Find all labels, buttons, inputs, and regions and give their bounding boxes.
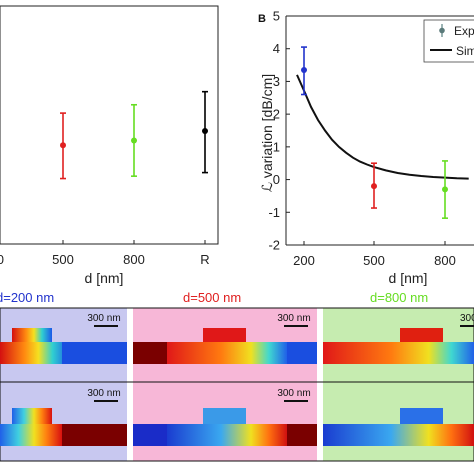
- right-y-tick-label: -1: [268, 205, 280, 220]
- scale-bar-3: 300 nm: [87, 388, 121, 402]
- panel-label-d800: d=800 nm: [370, 290, 428, 305]
- scale-bar-1: 300 nm: [87, 313, 121, 327]
- panel-frame: [0, 307, 474, 462]
- panel-label-d500: d=500 nm: [183, 290, 241, 305]
- right-point-marker: [301, 66, 307, 73]
- legend-exp-label: Exp: [454, 24, 474, 38]
- waveguide-top-d800: [323, 328, 474, 364]
- waveguide-top-d500: [133, 328, 317, 364]
- right-chart-x-tick-labels: 200 500 800: [293, 253, 456, 268]
- right-x-tick-label: 500: [363, 253, 385, 268]
- left-point-R: [202, 90, 208, 174]
- left-point-marker: [202, 127, 208, 134]
- panel-label-d200: d=200 nm: [0, 290, 54, 305]
- left-point-800: [131, 103, 137, 177]
- right-point-marker: [442, 186, 448, 193]
- scale-bar-4: 300 nm: [277, 388, 311, 402]
- right-y-tick-label: 1: [273, 139, 280, 154]
- right-point-500: [371, 162, 377, 209]
- right-y-tick-label: 4: [273, 41, 280, 56]
- legend: Exp Sim: [423, 19, 474, 63]
- right-chart-y-tick-labels: -2 -1 0 1 2 3 4 5: [268, 9, 280, 253]
- right-point-200: [301, 46, 307, 96]
- svg-text:300: 300: [460, 313, 474, 324]
- right-x-tick-label: 800: [434, 253, 456, 268]
- right-y-tick-label: 0: [273, 172, 280, 187]
- field-panels: d=200 nm d=500 nm d=800 nm: [0, 290, 474, 462]
- left-chart-tick-labels: 0 500 800 R: [0, 252, 210, 267]
- svg-text:300 nm: 300 nm: [87, 388, 120, 399]
- right-y-tick-label: 2: [273, 107, 280, 122]
- left-chart: 0 500 800 R d [nm]: [0, 5, 219, 286]
- svg-text:300 nm: 300 nm: [277, 313, 310, 324]
- svg-text:300 nm: 300 nm: [277, 388, 310, 399]
- right-chart-xlabel: d [nm]: [389, 270, 428, 286]
- right-point-marker: [371, 183, 377, 190]
- waveguide-top-d200: [0, 328, 127, 364]
- right-x-tick-label: 200: [293, 253, 315, 268]
- left-point-marker: [60, 142, 66, 149]
- right-y-tick-label: 5: [273, 9, 280, 24]
- right-y-tick-label: 3: [273, 74, 280, 89]
- legend-sim-label: Sim: [456, 44, 474, 58]
- waveguide-bottom-d800: [323, 408, 474, 446]
- waveguide-bottom-d200: [0, 408, 127, 446]
- sim-curve-line: [296, 74, 469, 180]
- scale-bar-5: 300: [460, 313, 474, 327]
- left-point-500: [60, 112, 66, 180]
- left-x-tick-label: R: [200, 252, 209, 267]
- right-chart-ylabel: ℒ variation [dB/cm]: [259, 74, 275, 192]
- right-chart: B -2 -1 0 1 2 3 4 5 200 500 800 ℒ variation [dB/c…: [258, 9, 474, 286]
- scale-bar-2: 300 nm: [277, 313, 311, 327]
- left-plot-frame: [0, 5, 219, 245]
- right-point-800: [442, 160, 448, 219]
- svg-text:300 nm: 300 nm: [87, 313, 120, 324]
- left-x-tick-label: 500: [52, 252, 74, 267]
- left-point-marker: [131, 137, 137, 144]
- legend-box: [423, 19, 474, 63]
- right-chart-axes: [285, 15, 474, 246]
- left-chart-axes: [0, 5, 219, 245]
- panel-label-b: B: [258, 13, 266, 25]
- left-x-tick-label: 0: [0, 252, 4, 267]
- legend-exp-marker: [439, 27, 445, 34]
- right-y-tick-label: -2: [268, 238, 280, 253]
- left-x-tick-label: 800: [123, 252, 145, 267]
- left-chart-xlabel: d [nm]: [85, 270, 124, 286]
- right-chart-points: [301, 46, 448, 219]
- left-chart-points: [60, 90, 208, 180]
- waveguide-bottom-d500: [133, 408, 317, 446]
